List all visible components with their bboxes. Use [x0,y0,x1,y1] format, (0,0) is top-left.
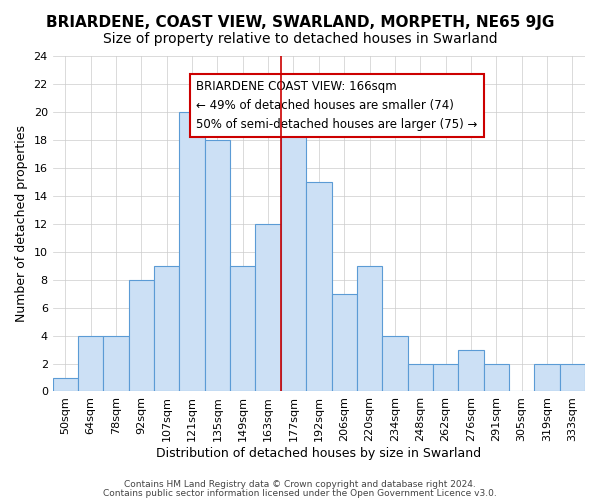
Bar [484,364,509,392]
Y-axis label: Number of detached properties: Number of detached properties [15,126,28,322]
Bar [256,224,281,392]
Bar [560,364,585,392]
Text: BRIARDENE COAST VIEW: 166sqm
← 49% of detached houses are smaller (74)
50% of se: BRIARDENE COAST VIEW: 166sqm ← 49% of de… [196,80,478,131]
Bar [179,112,205,392]
Text: Size of property relative to detached houses in Swarland: Size of property relative to detached ho… [103,32,497,46]
Bar [281,112,306,392]
Bar [535,364,560,392]
X-axis label: Distribution of detached houses by size in Swarland: Distribution of detached houses by size … [156,447,481,460]
Bar [53,378,78,392]
Bar [382,336,407,392]
Bar [458,350,484,392]
Bar [433,364,458,392]
Bar [154,266,179,392]
Text: Contains public sector information licensed under the Open Government Licence v3: Contains public sector information licen… [103,488,497,498]
Bar [332,294,357,392]
Text: Contains HM Land Registry data © Crown copyright and database right 2024.: Contains HM Land Registry data © Crown c… [124,480,476,489]
Bar [129,280,154,392]
Bar [306,182,332,392]
Bar [357,266,382,392]
Bar [205,140,230,392]
Bar [78,336,103,392]
Text: BRIARDENE, COAST VIEW, SWARLAND, MORPETH, NE65 9JG: BRIARDENE, COAST VIEW, SWARLAND, MORPETH… [46,15,554,30]
Bar [407,364,433,392]
Bar [230,266,256,392]
Bar [103,336,129,392]
